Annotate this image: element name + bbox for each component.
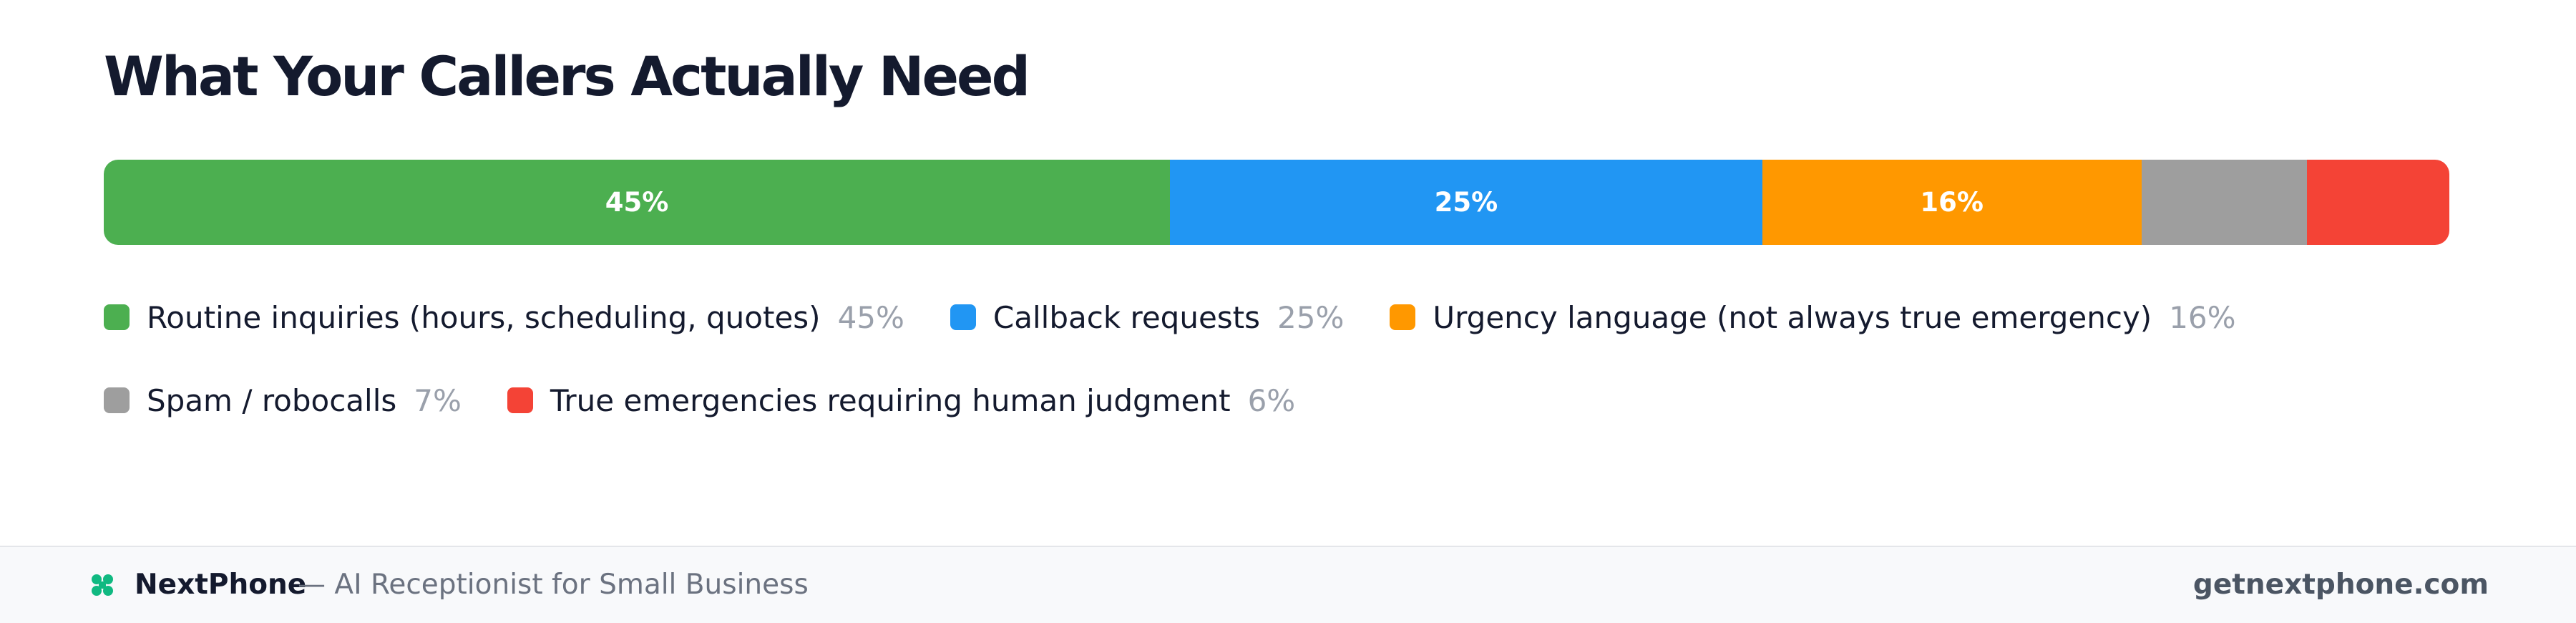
tagline: — AI Receptionist for Small Business [298,569,809,601]
bar-label: 25% [1434,187,1498,218]
legend-item: Spam / robocalls 7% [104,378,462,422]
legend-value: 45% [837,299,904,335]
legend-label: Spam / robocalls [147,382,397,418]
bar-segment: 25% [1170,160,1762,245]
legend-swatch [950,304,976,330]
legend-value: 6% [1247,382,1296,418]
legend-label: Urgency language (not always true emerge… [1433,299,2152,335]
bar-segment: 45% [104,160,1170,245]
url[interactable]: getnextphone.com [2192,569,2489,601]
legend-swatch [104,387,130,413]
bar-segment [2141,160,2308,245]
legend-item: Urgency language (not always true emerge… [1390,295,2236,339]
bar-label: 45% [605,187,669,218]
legend-label: Callback requests [992,299,1261,335]
logo-icon [92,574,113,596]
legend-label: True emergencies requiring human judgmen… [550,382,1231,418]
legend-item: Callback requests 25% [950,295,1344,339]
stacked-bar: 45% 25% 16% [104,160,2449,245]
chart-title: What Your Callers Actually Need [104,44,1030,108]
legend-item: True emergencies requiring human judgmen… [507,378,1295,422]
bar-segment [2307,160,2449,245]
legend: Routine inquiries (hours, scheduling, qu… [104,295,2465,422]
bar-segment: 16% [1762,160,2142,245]
legend-item: Routine inquiries (hours, scheduling, qu… [104,295,904,339]
legend-value: 7% [414,382,462,418]
legend-value: 16% [2169,299,2236,335]
bar-label: 16% [1920,187,1984,218]
legend-label: Routine inquiries (hours, scheduling, qu… [147,299,821,335]
legend-swatch [507,387,533,413]
brand: NextPhone [135,569,307,601]
legend-swatch [104,304,130,330]
footer: NextPhone — AI Receptionist for Small Bu… [0,546,2576,623]
legend-value: 25% [1277,299,1345,335]
legend-swatch [1390,304,1416,330]
